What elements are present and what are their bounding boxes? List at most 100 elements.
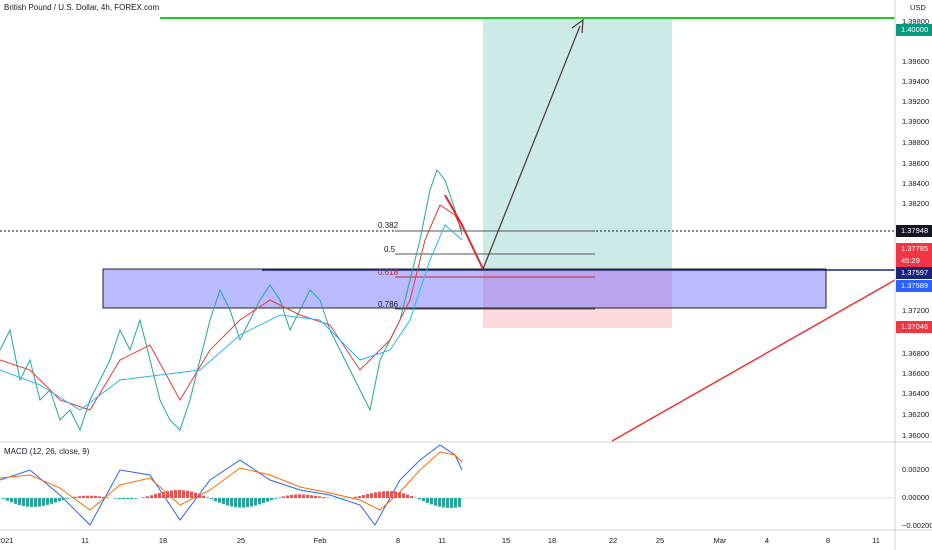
price-axis-label: 1.38600 (902, 159, 929, 168)
histogram-bar (26, 498, 29, 507)
macd-axis-label: 0.00200 (902, 465, 929, 474)
price-tag (896, 280, 932, 292)
histogram-bar (34, 498, 37, 507)
histogram-bar (146, 496, 149, 498)
macd-axis-label: 0.00000 (902, 493, 929, 502)
histogram-bar (58, 498, 61, 502)
histogram-bar (98, 496, 101, 498)
histogram-bar (322, 497, 325, 498)
histogram-bar (134, 498, 137, 499)
histogram-bar (106, 497, 109, 498)
price-tag (896, 267, 932, 279)
histogram-bar (390, 491, 393, 498)
histogram-bar (370, 493, 373, 498)
histogram-bar (10, 498, 13, 503)
histogram-bar (302, 494, 305, 498)
time-axis-label: 22 (609, 536, 617, 545)
signal-line (0, 451, 463, 511)
price-axis-label: 1.39400 (902, 77, 929, 86)
time-axis-label: 11 (81, 536, 89, 545)
histogram-bar (186, 490, 189, 498)
price-tag-label: 1.40000 (901, 25, 928, 34)
histogram-bar (54, 498, 57, 503)
histogram-bar (422, 498, 425, 502)
price-axis-label: 1.38800 (902, 138, 929, 147)
histogram-bar (86, 495, 89, 498)
time-axis-label: 11 (872, 536, 880, 545)
projection (444, 194, 484, 270)
histogram-bar (266, 498, 269, 502)
histogram-bar (394, 491, 397, 498)
histogram-bar (14, 498, 17, 504)
time-axis-label: 4 (765, 536, 769, 545)
histogram-bar (306, 494, 309, 498)
price-tag-label: 1.37589 (901, 281, 928, 290)
histogram-bar (82, 495, 85, 498)
time-axis-label: 18 (159, 536, 167, 545)
time-axis-label: 18 (548, 536, 556, 545)
histogram-bar (170, 490, 173, 498)
histogram-bar (438, 498, 441, 507)
histogram-bar (22, 498, 25, 507)
macd-axis-label: −0.00200 (902, 521, 932, 530)
price-axis-label: 1.36600 (902, 369, 929, 378)
time-axis-label: 8 (396, 536, 400, 545)
price-axis-label: 1.39200 (902, 97, 929, 106)
histogram-bar (102, 496, 105, 498)
histogram-bar (202, 495, 205, 498)
histogram-bar (182, 490, 185, 498)
price-axis-label: 1.39600 (902, 57, 929, 66)
histogram-bar (350, 497, 353, 498)
fib-label: 0.382 (378, 221, 399, 230)
projection-arrow (482, 25, 581, 270)
histogram-bar (262, 498, 265, 504)
histogram-bar (274, 498, 277, 499)
histogram-bar (150, 495, 153, 498)
histogram-bar (354, 496, 357, 498)
macd-line (0, 444, 463, 526)
time-axis-label: 15 (502, 536, 510, 545)
histogram-bar (66, 498, 69, 499)
histogram-bar (226, 498, 229, 506)
histogram-bar (282, 496, 285, 498)
histogram-bar (46, 498, 49, 505)
currency: USD (910, 3, 926, 12)
loss-zone (483, 270, 672, 328)
price-axis-label: 1.38200 (902, 199, 929, 208)
trend-line (611, 279, 896, 442)
histogram-bar (318, 496, 321, 498)
histogram-bar (122, 498, 125, 500)
price-tag (896, 24, 932, 36)
histogram-bar (126, 498, 129, 500)
price-tag-label: 1.37046 (901, 322, 928, 331)
price-axis-label: 1.36800 (902, 349, 929, 358)
histogram-bar (362, 494, 365, 498)
histogram-bar (366, 494, 369, 498)
profit-zone (483, 18, 672, 270)
time-axis-label: 11 (438, 536, 446, 545)
fib-label: 0.786 (378, 300, 399, 309)
histogram-bar (358, 495, 361, 498)
arrow-head (571, 18, 584, 34)
histogram-bar (406, 494, 409, 498)
histogram-bar (314, 495, 317, 498)
histogram-bar (30, 498, 33, 507)
histogram-bar (398, 492, 401, 498)
demand-zone (102, 268, 827, 309)
price-tag (896, 243, 932, 255)
histogram-bar (290, 494, 293, 498)
histogram-bar (214, 498, 217, 501)
price-tag-label: 1.37785 (901, 244, 928, 253)
histogram-bar (458, 498, 461, 507)
macd-histogram (2, 489, 461, 508)
histogram-bar (6, 498, 9, 501)
histogram-bar (410, 496, 413, 498)
histogram-bar (286, 495, 289, 498)
price-tag (896, 321, 932, 333)
histogram-bar (42, 498, 45, 506)
price-axis-label: 1.39800 (902, 17, 929, 26)
histogram-bar (62, 498, 65, 501)
time-axis-label: Feb (314, 536, 327, 545)
